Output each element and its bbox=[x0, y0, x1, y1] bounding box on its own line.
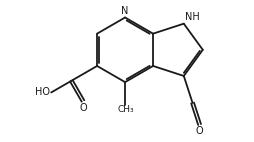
Text: NH: NH bbox=[185, 12, 200, 22]
Text: O: O bbox=[79, 103, 87, 113]
Text: HO: HO bbox=[35, 87, 50, 97]
Text: N: N bbox=[121, 6, 129, 16]
Text: CH₃: CH₃ bbox=[118, 105, 134, 114]
Text: O: O bbox=[196, 126, 203, 136]
